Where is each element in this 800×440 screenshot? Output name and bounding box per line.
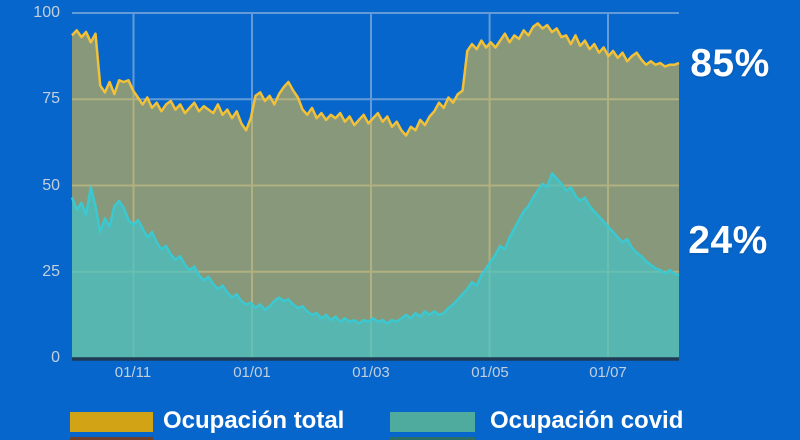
covid-legend-label: Ocupación covid <box>490 407 684 434</box>
covid-area-fill <box>72 173 679 358</box>
x-tick-may: 01/05 <box>471 364 509 381</box>
y-tick-100: 100 <box>33 4 60 21</box>
x-tick-nov: 01/11 <box>114 364 152 381</box>
total-line <box>71 22 680 137</box>
total-swatch-shadow <box>70 437 153 440</box>
covid-line <box>70 172 680 325</box>
x-tick-jan: 01/01 <box>233 364 271 381</box>
covid-legend-swatch <box>390 412 475 432</box>
x-tick-mar: 01/03 <box>352 364 390 381</box>
covid-current-value: 24% <box>688 219 768 262</box>
total-legend-swatch <box>70 412 153 432</box>
total-current-value: 85% <box>690 42 770 85</box>
y-tick-0: 0 <box>51 349 60 366</box>
total-legend-label: Ocupación total <box>163 407 345 434</box>
y-tick-25: 25 <box>42 263 60 280</box>
y-tick-75: 75 <box>42 90 60 107</box>
x-tick-jul: 01/07 <box>589 364 627 381</box>
covid-swatch-shadow <box>390 437 475 440</box>
y-tick-50: 50 <box>42 177 60 194</box>
